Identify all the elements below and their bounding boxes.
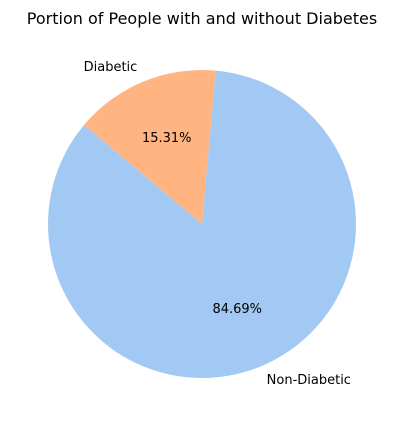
pie-slices bbox=[48, 70, 356, 378]
slice-percent-non-diabetic: 84.69% bbox=[212, 302, 262, 317]
slice-label-non-diabetic: Non-Diabetic bbox=[267, 373, 351, 388]
chart-title: Portion of People with and without Diabe… bbox=[27, 9, 377, 28]
slice-label-diabetic: Diabetic bbox=[84, 60, 138, 75]
slice-percent-diabetic: 15.31% bbox=[142, 131, 192, 146]
